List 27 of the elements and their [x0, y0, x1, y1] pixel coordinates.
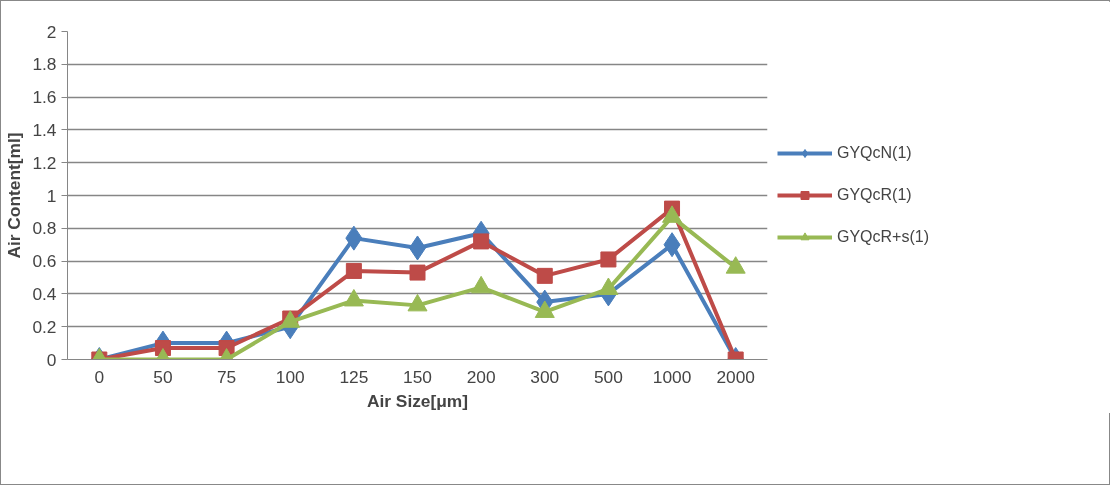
legend-label: GYQcR(1) — [837, 186, 912, 204]
legend-label: GYQcN(1) — [837, 144, 912, 162]
x-tick-label: 0 — [94, 366, 105, 387]
x-tick-label: 2000 — [716, 366, 755, 387]
y-tick-label: 0.8 — [32, 218, 57, 239]
y-tick-label: 1 — [46, 185, 57, 206]
y-tick-label: 2 — [46, 21, 57, 42]
y-tick-label: 1.8 — [32, 54, 57, 75]
y-tick-label: 1.4 — [32, 119, 57, 140]
y-axis-title: Air Content[ml] — [4, 132, 25, 259]
x-tick-label: 50 — [153, 366, 173, 387]
x-tick-label: 75 — [216, 366, 237, 387]
x-axis-title: Air Size[μm] — [366, 390, 469, 411]
y-tick-label: 1.6 — [32, 87, 57, 108]
x-tick-label: 500 — [593, 366, 623, 387]
legend-label: GYQcR+s(1) — [837, 228, 930, 246]
x-tick-label: 200 — [466, 366, 496, 387]
y-tick-label: 1.2 — [32, 152, 57, 173]
y-tick-label: 0.6 — [32, 251, 57, 272]
x-tick-label: 1000 — [652, 366, 692, 387]
y-tick-label: 0.2 — [32, 316, 57, 337]
x-tick-label: 125 — [339, 366, 369, 387]
x-tick-label: 100 — [275, 366, 305, 387]
x-tick-label: 150 — [403, 366, 432, 387]
y-tick-label: 0 — [46, 349, 57, 370]
x-tick-label: 300 — [530, 366, 560, 387]
y-tick-label: 0.4 — [32, 283, 57, 304]
